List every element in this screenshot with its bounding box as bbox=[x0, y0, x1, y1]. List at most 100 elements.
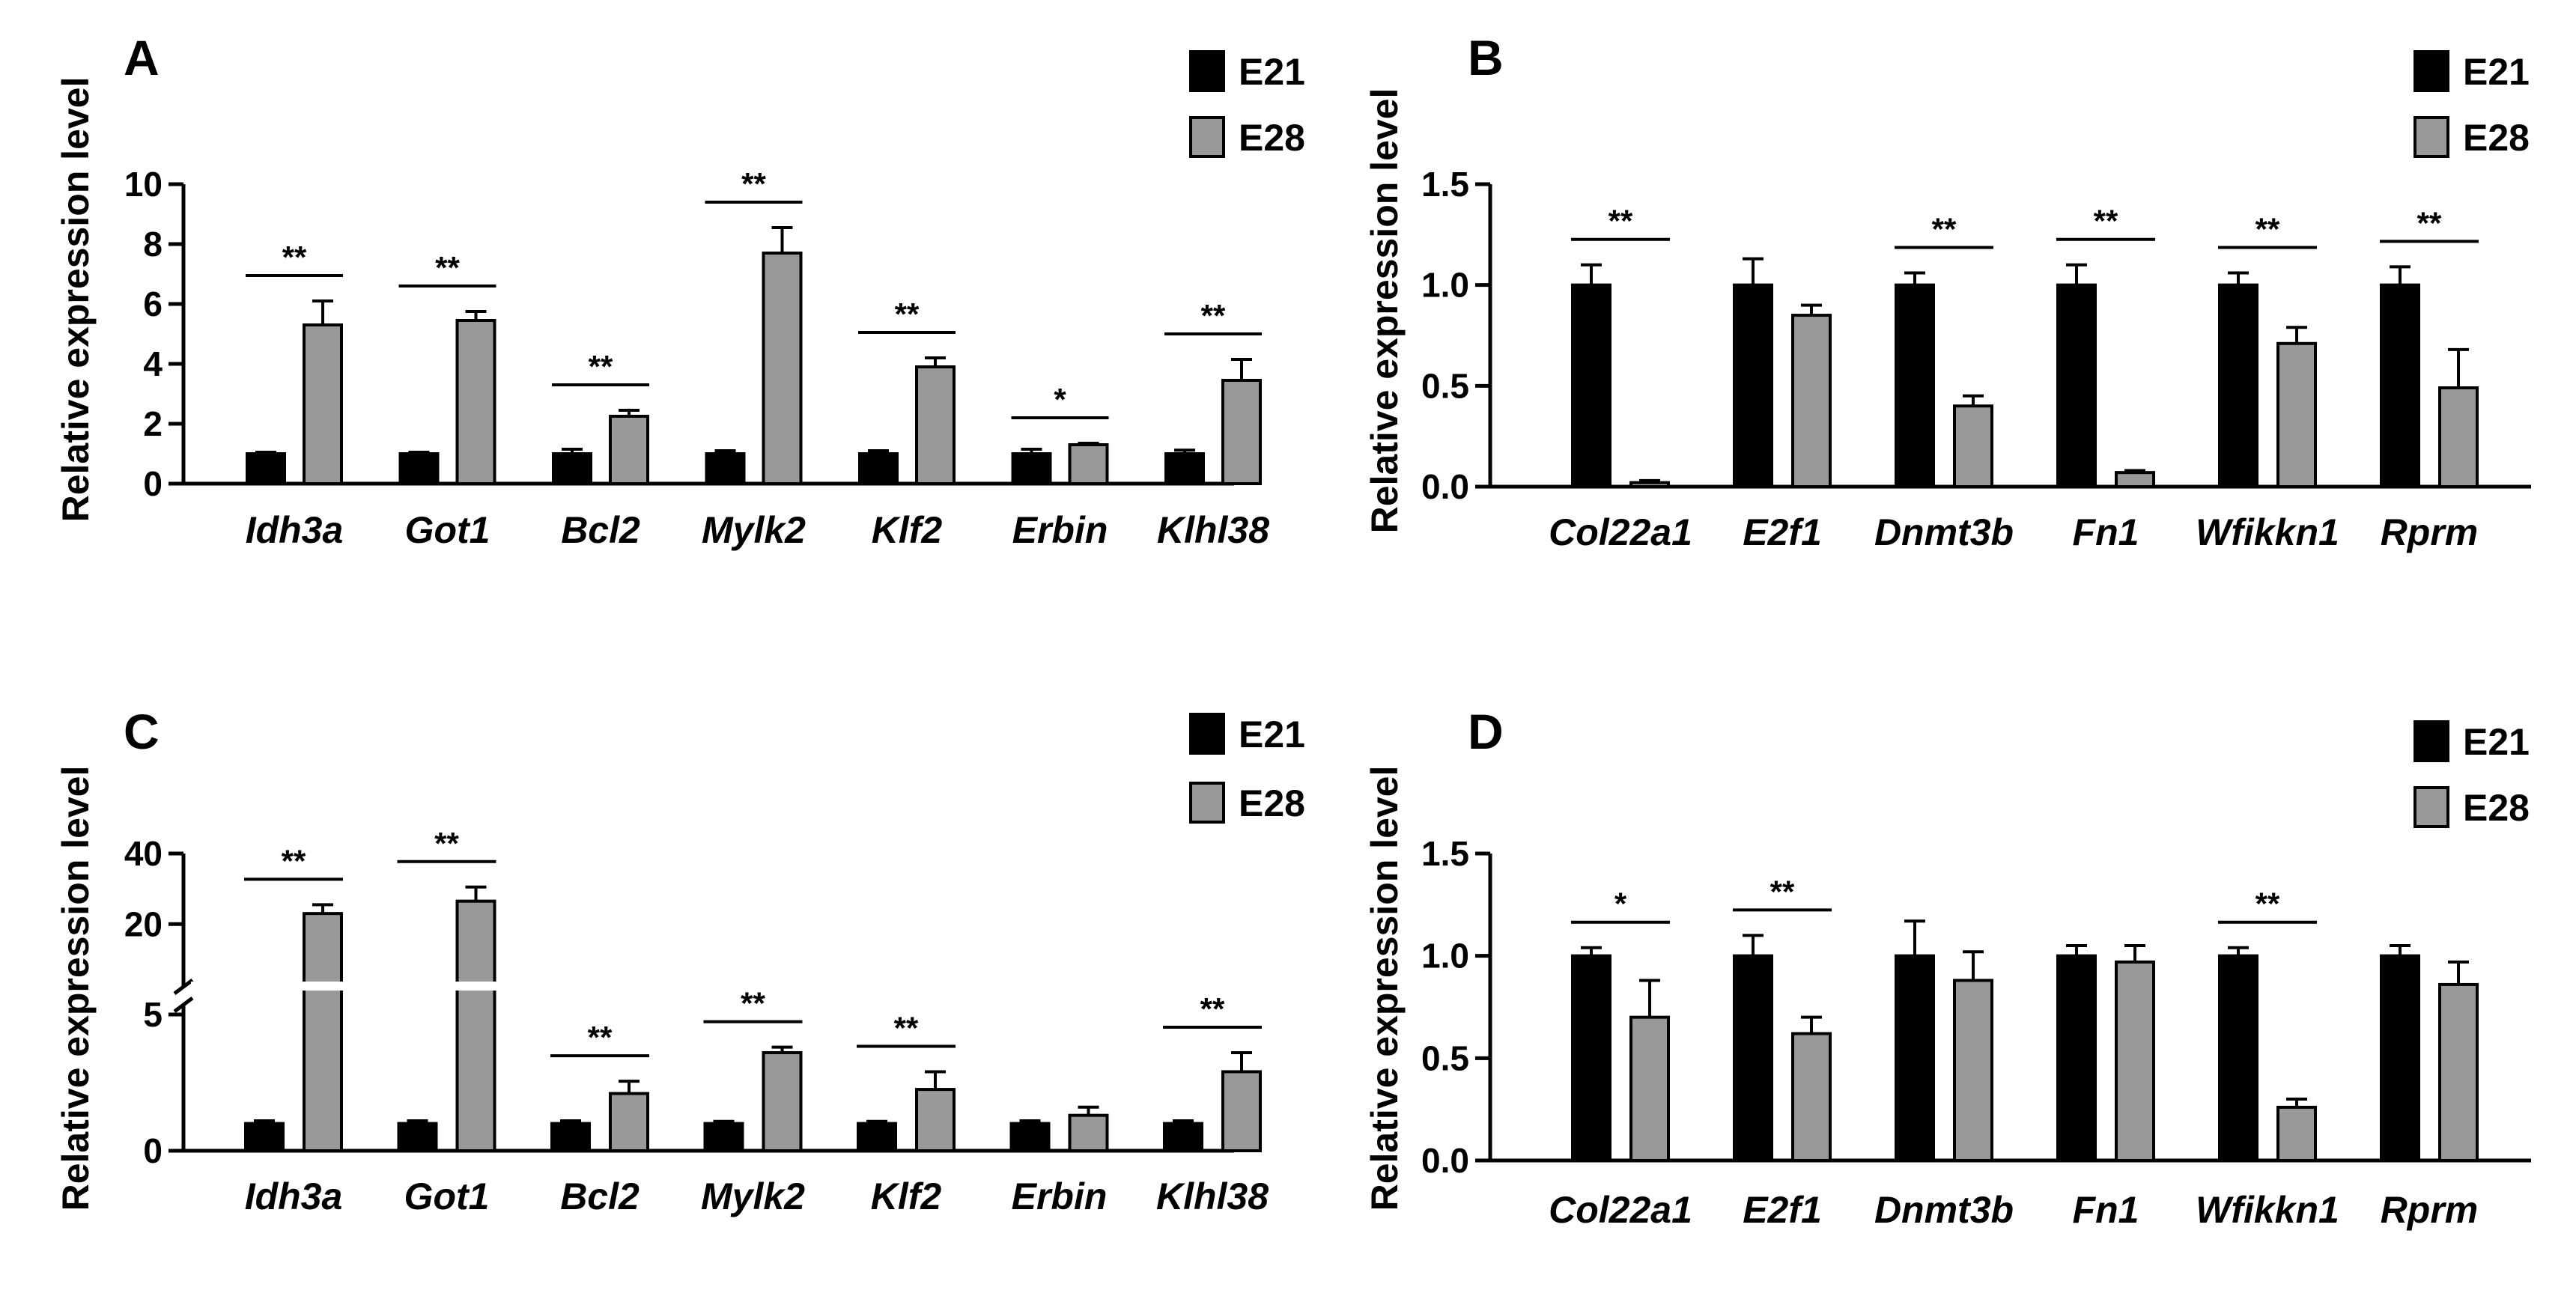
panel-c-significance-marker: ** bbox=[282, 843, 306, 878]
panel-b-significance-marker: ** bbox=[2417, 205, 2442, 240]
panel-b-letter: B bbox=[1468, 30, 1504, 85]
panel-d-bar-e21 bbox=[1571, 954, 1611, 1162]
panel-c-significance-marker: ** bbox=[894, 1010, 919, 1045]
panel-a-y-tick-label: 0 bbox=[143, 464, 162, 503]
panel-d-significance-marker: ** bbox=[1770, 874, 1795, 909]
panel-a-y-axis-label: Relative expression level bbox=[55, 77, 97, 523]
panel-d-category-label: Fn1 bbox=[2073, 1189, 2139, 1231]
panel-c-bar-e21 bbox=[1009, 1122, 1051, 1152]
panel-d-category-label: Rprm bbox=[2381, 1189, 2479, 1231]
panel-c-bar-e21 bbox=[703, 1122, 744, 1152]
panel-c-category-label: Idh3a bbox=[245, 1175, 343, 1217]
panel-d-y-tick-label: 0.5 bbox=[1421, 1038, 1469, 1077]
panel-b-bar-e28 bbox=[2438, 386, 2479, 488]
panel-d-bar-e28 bbox=[1629, 1015, 1670, 1162]
panel-c-bar-e28 bbox=[1068, 1113, 1109, 1153]
panel-c-legend-swatch-e21 bbox=[1189, 713, 1225, 755]
panel-a-y-tick-label: 10 bbox=[124, 165, 162, 204]
panel-d-legend-swatch-e21 bbox=[2414, 720, 2449, 762]
panel-a-significance-marker: ** bbox=[895, 296, 920, 332]
panel-a-bar-e21 bbox=[1164, 452, 1205, 485]
panel-c-category-label: Mylk2 bbox=[701, 1175, 805, 1217]
panel-c-bar-e28 bbox=[455, 899, 496, 1152]
panel-b-bar-e28 bbox=[1791, 314, 1832, 489]
panel-a-bar-e21 bbox=[398, 452, 440, 485]
panel-a-bar-e21 bbox=[858, 452, 899, 485]
panel-d-bar-e28 bbox=[1953, 979, 1993, 1163]
panel-c-bar-e21 bbox=[1163, 1122, 1203, 1152]
panel-a-bar-e21 bbox=[552, 452, 592, 485]
panel-b-category-label: Dnmt3b bbox=[1874, 511, 2014, 553]
panel-b-bar-e21 bbox=[1895, 283, 1935, 488]
panel-b-significance-marker: ** bbox=[1932, 212, 1957, 247]
panel-b-bar-e28 bbox=[1953, 404, 1993, 488]
panel-b-bar-e21 bbox=[2218, 283, 2258, 488]
panel-b-bar-e28 bbox=[1629, 481, 1670, 489]
panel-c-axis-break-mark bbox=[173, 979, 194, 995]
panel-a-bar-e28 bbox=[455, 319, 496, 485]
panel-a-legend-label: E21 bbox=[1239, 51, 1305, 93]
panel-a-bar-e28 bbox=[1221, 379, 1262, 485]
panel-b-bar-e21 bbox=[2056, 283, 2097, 488]
panel-d-bar-e21 bbox=[1733, 954, 1773, 1162]
panel-c-category-label: Klf2 bbox=[871, 1175, 942, 1217]
panel-d-y-axis-label: Relative expression level bbox=[1364, 766, 1406, 1211]
panel-a-category-label: Bcl2 bbox=[561, 509, 640, 551]
panel-a-category-label: Mylk2 bbox=[702, 509, 806, 551]
panel-c-bar-e21 bbox=[244, 1122, 285, 1152]
panel-a-significance-marker: ** bbox=[282, 240, 307, 275]
panel-d-significance-marker: * bbox=[1614, 886, 1627, 922]
panel-b-significance-marker: ** bbox=[2255, 212, 2280, 247]
panel-d-bar-e28 bbox=[2115, 960, 2155, 1163]
panel-d-bar-e21 bbox=[2380, 954, 2420, 1162]
panel-a-significance-marker: ** bbox=[589, 349, 613, 384]
panel-d-y-tick-label: 0.0 bbox=[1421, 1141, 1469, 1180]
panel-a-bar-e28 bbox=[1068, 443, 1109, 485]
panel-c-y-tick-label: 5 bbox=[143, 995, 162, 1034]
panel-b-legend-label: E21 bbox=[2463, 51, 2530, 93]
panel-c-y-tick-label: 0 bbox=[143, 1131, 162, 1170]
panel-c-bar-e28 bbox=[762, 1050, 803, 1152]
panel-a-y-tick-label: 8 bbox=[143, 225, 162, 264]
panel-b-significance-marker: ** bbox=[1609, 204, 1633, 239]
panel-d-legend-label: E21 bbox=[2463, 721, 2530, 763]
panel-c-significance-marker: ** bbox=[741, 986, 765, 1021]
panel-a-significance-marker: ** bbox=[435, 250, 460, 285]
panel-b-category-label: Col22a1 bbox=[1549, 511, 1692, 553]
panel-a-category-label: Klhl38 bbox=[1157, 509, 1269, 551]
panel-a-y-tick-label: 4 bbox=[143, 344, 162, 383]
panel-c-y-tick-label: 20 bbox=[124, 904, 162, 943]
panel-c-category-label: Got1 bbox=[404, 1175, 490, 1217]
panel-c-legend-label: E21 bbox=[1239, 714, 1305, 755]
panel-a-y-tick-label: 2 bbox=[143, 404, 162, 443]
panel-d-letter: D bbox=[1468, 704, 1504, 759]
panel-d-category-label: Wfikkn1 bbox=[2196, 1189, 2339, 1231]
panel-c-legend-label: E28 bbox=[1239, 782, 1305, 824]
panel-c-letter: C bbox=[124, 704, 160, 759]
panel-a-significance-marker: * bbox=[1054, 382, 1066, 417]
panel-b-category-label: Rprm bbox=[2381, 511, 2479, 553]
panel-b-bar-e28 bbox=[2276, 341, 2317, 489]
panel-d-category-label: E2f1 bbox=[1743, 1189, 1822, 1231]
panel-a-bar-e28 bbox=[303, 323, 343, 485]
panel-b-y-tick-label: 0.0 bbox=[1421, 467, 1469, 506]
panel-a-bar-e21 bbox=[1011, 452, 1052, 485]
panel-d-legend-label: E28 bbox=[2463, 787, 2530, 829]
panel-a-significance-marker: ** bbox=[1201, 298, 1226, 333]
panel-a-category-label: Klf2 bbox=[872, 509, 943, 551]
panel-d-significance-marker: ** bbox=[2255, 886, 2280, 922]
panel-a-letter: A bbox=[124, 30, 160, 85]
panel-b-category-label: Wfikkn1 bbox=[2196, 511, 2339, 553]
panel-c-bar-e21 bbox=[550, 1122, 591, 1152]
panel-d-bar-e28 bbox=[2438, 982, 2479, 1163]
panel-d-bar-e21 bbox=[1895, 954, 1935, 1162]
panel-b-category-label: Fn1 bbox=[2073, 511, 2139, 553]
panel-a-category-label: Idh3a bbox=[246, 509, 344, 551]
panel-b-y-axis-label: Relative expression level bbox=[1364, 88, 1406, 534]
panel-a-y-tick-label: 6 bbox=[143, 285, 162, 323]
panel-b-bar-e21 bbox=[1733, 283, 1773, 488]
panel-c-bar-e28 bbox=[609, 1092, 649, 1153]
panel-c-legend-swatch-e28 bbox=[1189, 782, 1225, 824]
panel-c-axis-break-gap bbox=[191, 982, 1234, 991]
